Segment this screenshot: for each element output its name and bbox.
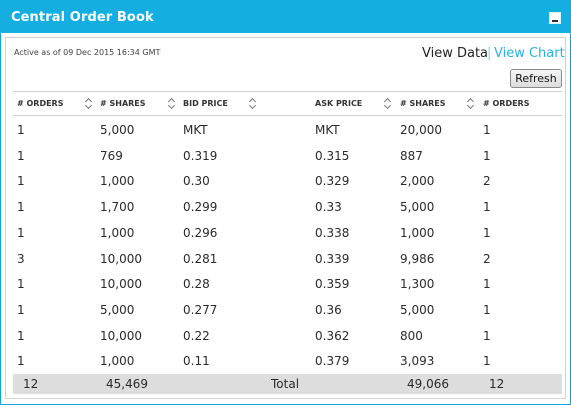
- view-data-link[interactable]: View Data: [422, 46, 489, 61]
- cell-bid-orders: 1: [17, 354, 25, 369]
- view-chart-link[interactable]: View Chart: [494, 46, 565, 61]
- cell-bid-shares: 1,700: [100, 200, 135, 215]
- minus-icon[interactable]: [549, 12, 561, 24]
- table-row: 1 10,000 0.22 0.362 800 1: [13, 323, 562, 349]
- cell-bid-shares: 1,000: [100, 225, 135, 240]
- cell-bid-orders: 1: [17, 277, 25, 292]
- cell-bid-orders: 1: [17, 123, 25, 137]
- table-row: 1 1,000 0.11 0.379 3,093 1: [13, 348, 562, 374]
- table-row: 3 10,000 0.281 0.339 9,986 2: [13, 246, 562, 272]
- cell-ask-orders: 2: [483, 174, 491, 189]
- cell-bid-price: 0.22: [183, 328, 210, 343]
- table-header: # ORDERS # SHARES BID PRICE ASK PRICE # …: [13, 91, 562, 116]
- cell-bid-orders: 1: [17, 328, 25, 343]
- cell-ask-orders: 1: [483, 200, 491, 215]
- cell-ask-price: 0.338: [315, 225, 350, 240]
- cell-bid-shares: 5,000: [100, 123, 135, 137]
- total-bid-orders: 12: [23, 377, 39, 391]
- cell-bid-shares: 10,000: [100, 251, 142, 266]
- cell-ask-orders: 1: [483, 123, 491, 137]
- cell-bid-shares: 10,000: [100, 277, 142, 292]
- header-bid-price[interactable]: BID PRICE: [183, 99, 228, 108]
- cell-bid-orders: 1: [17, 174, 25, 189]
- cell-ask-price: 0.359: [315, 277, 350, 292]
- cell-bid-price: 0.319: [183, 148, 218, 163]
- cell-ask-price: MKT: [315, 123, 340, 137]
- cell-ask-price: 0.362: [315, 328, 350, 343]
- cell-ask-price: 0.33: [315, 200, 342, 215]
- cell-ask-shares: 5,000: [400, 200, 435, 215]
- status-timestamp: Active as of 09 Dec 2015 16:34 GMT: [14, 48, 161, 57]
- cell-ask-price: 0.315: [315, 148, 350, 163]
- header-bid-shares[interactable]: # SHARES: [100, 99, 146, 108]
- total-bid-shares: 45,469: [106, 377, 148, 391]
- table-row: 1 1,000 0.296 0.338 1,000 1: [13, 220, 562, 246]
- cell-bid-price: 0.296: [183, 225, 218, 240]
- cell-bid-orders: 1: [17, 302, 25, 317]
- cell-ask-shares: 1,300: [400, 277, 435, 292]
- cell-bid-shares: 10,000: [100, 328, 142, 343]
- cell-ask-shares: 887: [400, 148, 423, 163]
- total-label: Total: [271, 377, 300, 391]
- cell-ask-shares: 5,000: [400, 302, 435, 317]
- panel-header: Central Order Book: [0, 0, 571, 33]
- cell-ask-price: 0.36: [315, 302, 342, 317]
- cell-ask-orders: 1: [483, 225, 491, 240]
- table-row: 1 5,000 MKT MKT 20,000 1: [13, 117, 562, 143]
- cell-bid-price: MKT: [183, 123, 208, 137]
- cell-ask-orders: 1: [483, 277, 491, 292]
- table-row: 1 1,000 0.30 0.329 2,000 2: [13, 168, 562, 194]
- cell-bid-price: 0.28: [183, 277, 210, 292]
- cell-bid-shares: 5,000: [100, 302, 135, 317]
- cell-ask-orders: 1: [483, 328, 491, 343]
- cell-ask-price: 0.329: [315, 174, 350, 189]
- total-ask-shares: 49,066: [407, 377, 449, 391]
- cell-bid-price: 0.30: [183, 174, 210, 189]
- cell-ask-orders: 2: [483, 251, 491, 266]
- table-row: 1 769 0.319 0.315 887 1: [13, 143, 562, 169]
- header-ask-orders[interactable]: # ORDERS: [483, 99, 530, 108]
- total-ask-orders: 12: [489, 377, 505, 391]
- table-row: 1 10,000 0.28 0.359 1,300 1: [13, 271, 562, 297]
- cell-ask-shares: 3,093: [400, 354, 435, 369]
- cell-bid-price: 0.11: [183, 354, 210, 369]
- cell-bid-orders: 1: [17, 225, 25, 240]
- cell-bid-price: 0.277: [183, 302, 218, 317]
- sort-icon[interactable]: [467, 98, 475, 110]
- header-ask-price[interactable]: ASK PRICE: [315, 99, 363, 108]
- cell-ask-shares: 2,000: [400, 174, 435, 189]
- cell-bid-price: 0.281: [183, 251, 218, 266]
- cell-ask-price: 0.339: [315, 251, 350, 266]
- cell-bid-shares: 1,000: [100, 354, 135, 369]
- table-row: 1 5,000 0.277 0.36 5,000 1: [13, 297, 562, 323]
- cell-ask-orders: 1: [483, 302, 491, 317]
- sort-icon[interactable]: [168, 98, 176, 110]
- panel-title: Central Order Book: [11, 10, 154, 25]
- cell-bid-price: 0.299: [183, 200, 218, 215]
- refresh-button[interactable]: Refresh: [510, 69, 562, 88]
- sort-icon[interactable]: [384, 98, 392, 110]
- cell-bid-shares: 1,000: [100, 174, 135, 189]
- cell-ask-orders: 1: [483, 148, 491, 163]
- content-frame: [5, 37, 566, 399]
- header-ask-shares[interactable]: # SHARES: [400, 99, 446, 108]
- cell-ask-shares: 1,000: [400, 225, 435, 240]
- sort-icon[interactable]: [249, 98, 257, 110]
- totals-row: 12 45,469 Total 49,066 12: [13, 374, 562, 394]
- cell-ask-shares: 800: [400, 328, 423, 343]
- cell-ask-shares: 20,000: [400, 123, 442, 137]
- table-row: 1 1,700 0.299 0.33 5,000 1: [13, 194, 562, 220]
- cell-ask-shares: 9,986: [400, 251, 435, 266]
- sort-icon[interactable]: [85, 98, 93, 110]
- cell-bid-orders: 1: [17, 148, 25, 163]
- cell-bid-shares: 769: [100, 148, 123, 163]
- header-bid-orders[interactable]: # ORDERS: [17, 99, 64, 108]
- cell-ask-price: 0.379: [315, 354, 350, 369]
- cell-ask-orders: 1: [483, 354, 491, 369]
- cell-bid-orders: 1: [17, 200, 25, 215]
- cell-bid-orders: 3: [17, 251, 25, 266]
- view-separator: |: [487, 46, 492, 61]
